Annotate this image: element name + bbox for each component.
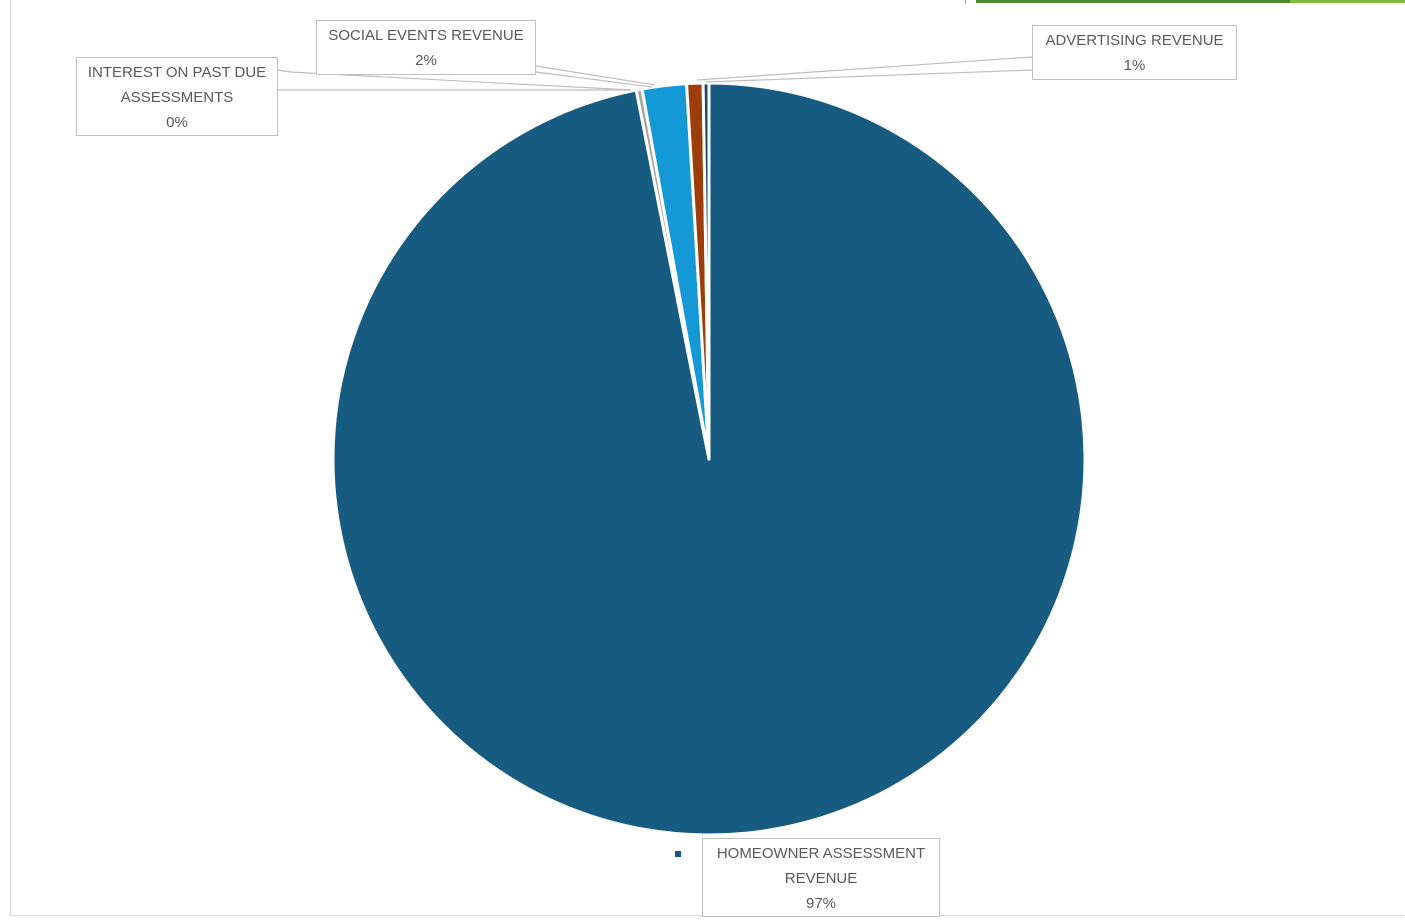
data-label-advertising-line1: ADVERTISING REVENUE — [1045, 32, 1224, 49]
top-accent-bar-light — [1290, 0, 1405, 3]
leader-line-advertising-revenue — [705, 69, 1033, 83]
leader-line-social-events-revenue — [535, 71, 653, 88]
data-label-social-events-pct: 2% — [415, 52, 437, 69]
data-label-interest-line2: ASSESSMENTS — [120, 89, 234, 106]
data-label-homeowner-pct: 97% — [805, 895, 837, 912]
data-label-homeowner-assessment: HOMEOWNER ASSESSMENT REVENUE 97% — [702, 838, 940, 917]
data-label-interest-pct: 0% — [166, 114, 188, 131]
pie-slice-other — [701, 81, 711, 461]
data-label-advertising: ADVERTISING REVENUE 1% — [1032, 25, 1237, 80]
legend-marker-homeowner — [675, 851, 681, 857]
data-label-interest-line1: INTEREST ON PAST DUE — [87, 64, 267, 81]
top-accent-bar — [976, 0, 1405, 3]
data-label-interest: INTEREST ON PAST DUE ASSESSMENTS 0% — [76, 57, 278, 136]
pie-slices — [331, 81, 1087, 837]
data-label-homeowner-line1: HOMEOWNER ASSESSMENT — [716, 845, 926, 862]
data-label-homeowner-line2: REVENUE — [784, 870, 858, 887]
data-label-social-events-line1: SOCIAL EVENTS REVENUE — [328, 27, 524, 44]
leader-lines — [277, 56, 1033, 91]
leader-line-interest-on-past-due-assessments — [277, 69, 632, 91]
leader-line-social-events-revenue — [535, 65, 656, 86]
data-label-advertising-pct: 1% — [1123, 57, 1146, 74]
leader-line-advertising-revenue — [696, 56, 1033, 81]
top-divider-tick — [965, 0, 966, 4]
data-label-social-events: SOCIAL EVENTS REVENUE 2% — [316, 20, 536, 75]
